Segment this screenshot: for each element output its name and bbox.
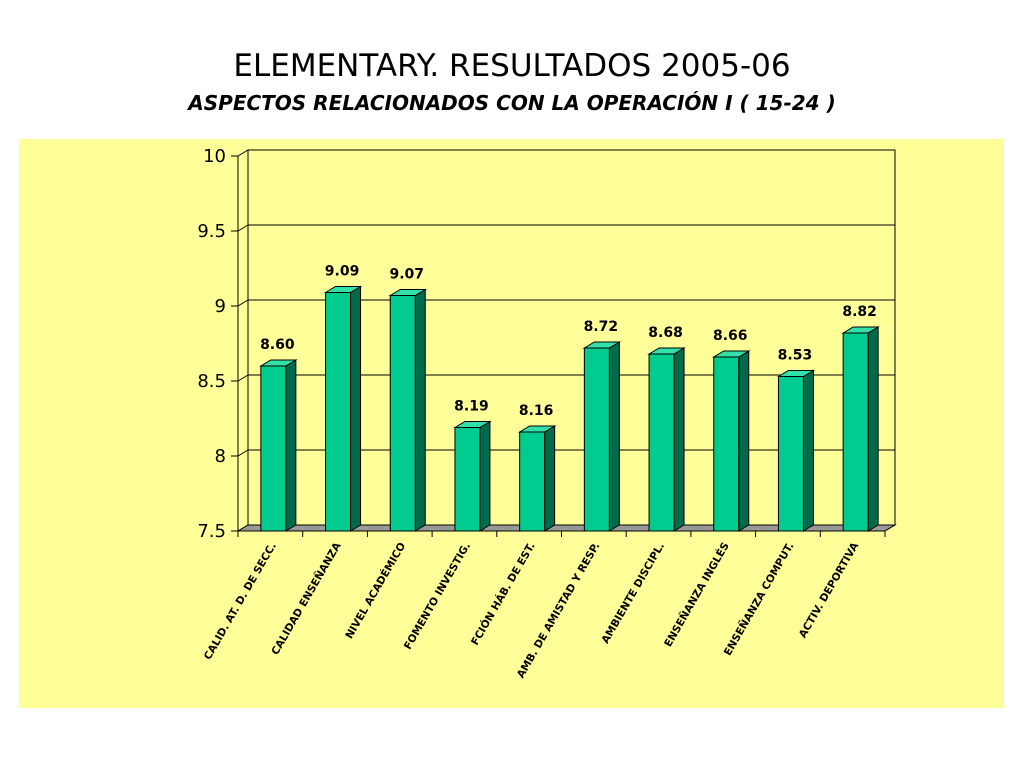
- x-tick-label: NIVEL ACADÉMICO: [342, 540, 408, 641]
- data-label: 9.09: [325, 264, 360, 280]
- bar-side: [479, 420, 491, 532]
- x-tick-label: ACTIV. DEPORTIVA: [797, 540, 862, 640]
- bar-front: [325, 292, 352, 532]
- bar: [841, 326, 880, 532]
- bar: [388, 288, 428, 532]
- side-wall: [237, 149, 249, 532]
- y-tick-label: 7.5: [197, 521, 226, 542]
- bar-front: [713, 356, 740, 532]
- bar-side: [285, 359, 297, 532]
- gridline-side: [237, 449, 249, 457]
- x-tick-label: CALIDAD ENSEÑANZA: [268, 539, 344, 657]
- bar: [647, 347, 686, 532]
- y-tick-label: 9: [215, 296, 226, 317]
- bar-side: [867, 326, 879, 532]
- x-tick-label: ENSEÑANZA COMPUT.: [721, 540, 797, 658]
- data-label: 8.68: [648, 325, 683, 341]
- x-tick-label: AMBIENTE DISCIPL.: [599, 541, 667, 646]
- bar: [259, 359, 298, 532]
- bar-side: [608, 341, 620, 532]
- bar-front: [842, 332, 869, 532]
- data-label: 8.60: [260, 337, 295, 353]
- bar-front: [648, 353, 675, 532]
- bar: [582, 341, 622, 532]
- y-tick-label: 8.5: [197, 371, 226, 392]
- bar-side: [414, 288, 426, 532]
- gridline-side: [237, 224, 249, 232]
- bar-front: [777, 376, 804, 532]
- bar-side: [544, 425, 556, 532]
- chart-subtitle: ASPECTOS RELACIONADOS CON LA OPERACIÓN I…: [188, 91, 836, 115]
- gridline-side: [237, 374, 249, 382]
- bar: [776, 369, 816, 532]
- bar-front: [583, 347, 610, 532]
- data-label: 8.82: [842, 304, 877, 320]
- x-tick-label: CALID. AT. D. DE SECC.: [202, 541, 279, 662]
- bar-side: [738, 350, 750, 532]
- bar: [517, 425, 557, 532]
- data-label: 8.66: [713, 328, 748, 344]
- bar: [711, 350, 751, 532]
- bar-chart: 7.5 8 8.5 9 9.5 10 8.60 9.09 9.07 8.19 8.16 8.72 8.6…: [197, 146, 897, 680]
- data-label: 9.07: [389, 267, 424, 283]
- bar: [453, 420, 492, 532]
- bar-side: [673, 347, 685, 532]
- x-tick-label: ENSEÑANZA INGLÉS: [661, 540, 732, 649]
- x-tick-label: FOMENTO INVESTIG.: [402, 541, 473, 652]
- x-tick-label: FCIÓN HÁB. DE EST.: [468, 540, 538, 647]
- data-label: 8.72: [584, 319, 619, 335]
- bar-front: [389, 295, 416, 532]
- y-tick-label: 9.5: [197, 221, 226, 242]
- bar-front: [454, 427, 481, 532]
- data-label: 8.53: [778, 348, 813, 364]
- bar-front: [260, 365, 287, 532]
- bar: [323, 285, 363, 532]
- bar-side: [802, 369, 814, 532]
- chart-area: 7.5 8 8.5 9 9.5 10 8.60 9.09 9.07 8.19 8.16 8.72 8.6…: [19, 139, 1004, 708]
- chart-title: ELEMENTARY. RESULTADOS 2005-06: [233, 48, 791, 84]
- bar-front: [519, 431, 546, 532]
- y-tick-label: 8: [215, 446, 226, 467]
- data-label: 8.19: [454, 399, 489, 415]
- data-label: 8.16: [519, 403, 554, 419]
- y-tick-label: 10: [203, 146, 226, 167]
- bar-side: [350, 285, 362, 532]
- gridline-side: [237, 299, 249, 307]
